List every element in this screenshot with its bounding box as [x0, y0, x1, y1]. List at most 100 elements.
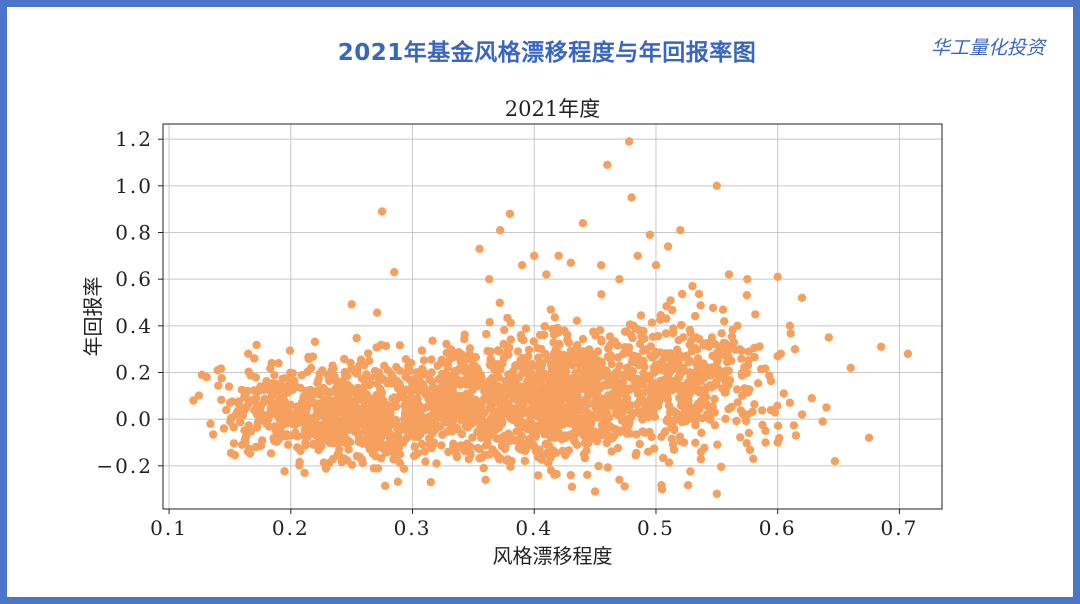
scatter-point: [537, 344, 546, 354]
scatter-point: [419, 356, 429, 365]
scatter-point: [706, 405, 715, 414]
scatter-point: [279, 410, 288, 420]
scatter-point: [584, 357, 593, 366]
scatter-point: [776, 349, 785, 358]
scatter-point: [358, 436, 367, 445]
scatter-point: [507, 369, 516, 378]
scatter-point: [628, 333, 637, 343]
scatter-point: [280, 431, 289, 441]
scatter-point: [632, 430, 641, 439]
scatter-point: [484, 383, 493, 392]
scatter-point: [568, 402, 577, 411]
scatter-point: [420, 413, 429, 423]
scatter-point: [550, 313, 559, 322]
scatter-point: [233, 407, 242, 416]
scatter-point: [651, 261, 661, 270]
scatter-point: [619, 349, 628, 359]
scatter-point: [563, 380, 573, 389]
scatter-point: [690, 311, 700, 321]
scatter-point: [645, 230, 655, 239]
scatter-point: [773, 272, 782, 281]
scatter-point: [513, 347, 523, 356]
scatter-point: [716, 462, 726, 471]
scatter-point: [429, 424, 438, 433]
scatter-point: [639, 346, 648, 355]
scatter-point: [577, 358, 587, 367]
scatter-point: [691, 407, 700, 416]
scatter-point: [235, 417, 245, 427]
scatter-point: [636, 311, 646, 320]
scatter-point: [745, 385, 754, 394]
scatter-point: [578, 398, 588, 407]
scatter-point: [647, 432, 656, 442]
scatter-point: [529, 408, 538, 417]
scatter-point: [625, 137, 634, 146]
scatter-point: [435, 375, 445, 384]
scatter-point: [392, 431, 401, 440]
scatter-point: [303, 433, 312, 442]
scatter-point: [733, 321, 742, 330]
scatter-point: [543, 420, 552, 430]
scatter-point: [641, 401, 651, 410]
scatter-point: [713, 348, 722, 357]
scatter-point: [475, 244, 484, 253]
scatter-point: [296, 446, 305, 456]
scatter-point: [534, 471, 543, 480]
scatter-point: [529, 337, 538, 346]
scatter-point: [593, 437, 602, 446]
scatter-point: [611, 397, 620, 406]
scatter-point: [628, 367, 637, 376]
scatter-point: [692, 360, 701, 369]
scatter-point: [460, 330, 469, 339]
scatter-point: [605, 421, 614, 430]
scatter-point: [441, 404, 450, 413]
scatter-point: [566, 346, 575, 356]
scatter-point: [426, 478, 435, 487]
scatter-point: [561, 451, 570, 460]
scatter-point: [712, 489, 721, 498]
scatter-point: [789, 421, 799, 430]
scatter-point: [370, 366, 380, 376]
scatter-point: [611, 372, 620, 381]
scatter-point: [300, 468, 309, 478]
scatter-point: [664, 401, 674, 410]
scatter-point: [372, 308, 382, 317]
page-title: 2021年基金风格漂移程度与年回报率图: [337, 40, 757, 66]
scatter-point: [744, 428, 754, 438]
scatter-point: [615, 275, 624, 284]
x-tick-label: 0.5: [637, 516, 675, 540]
scatter-point: [485, 275, 494, 284]
scatter-point: [217, 374, 226, 383]
scatter-point: [449, 352, 458, 362]
scatter-point: [707, 383, 717, 392]
scatter-point: [528, 379, 538, 388]
scatter-point: [244, 349, 253, 358]
scatter-point: [287, 431, 296, 440]
scatter-point: [903, 349, 913, 358]
scatter-point: [728, 340, 737, 349]
scatter-point: [619, 370, 629, 379]
scatter-point: [363, 349, 373, 358]
y-axis-ticks: −0.2 0.0 0.2 0.4 0.6 0.8 1.0 1.2: [96, 127, 163, 478]
scatter-point: [414, 432, 423, 442]
scatter-point: [714, 371, 724, 380]
scatter-point: [402, 434, 411, 443]
scatter-point: [554, 328, 563, 337]
scatter-point: [694, 289, 704, 299]
scatter-point: [390, 268, 399, 277]
scatter-point: [372, 436, 381, 445]
scatter-point: [417, 439, 427, 449]
scatter-point: [427, 368, 436, 377]
scatter-point: [520, 446, 530, 456]
scatter-point: [635, 339, 645, 349]
scatter-point: [686, 467, 695, 476]
scatter-point: [606, 340, 615, 349]
scatter-point: [343, 380, 353, 390]
scatter-point: [436, 358, 446, 368]
scatter-point: [468, 433, 477, 442]
scatter-point: [393, 477, 403, 486]
scatter-point: [267, 398, 276, 408]
scatter-point: [674, 373, 683, 382]
scatter-point: [518, 369, 527, 378]
scatter-point: [687, 347, 696, 356]
